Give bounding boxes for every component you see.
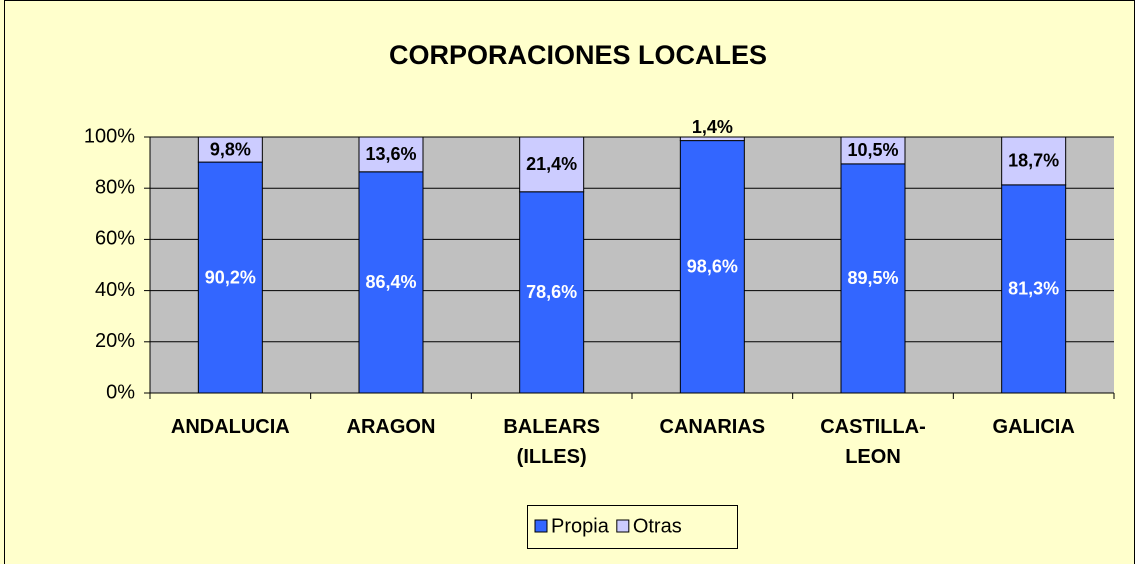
- bar-segment: [358, 136, 424, 173]
- data-label: 1,4%: [692, 117, 733, 137]
- x-tick-label: GALICIA: [992, 416, 1075, 438]
- data-label: 9,8%: [210, 139, 251, 159]
- y-tick-label: 40%: [95, 279, 135, 301]
- x-tick-label: ANDALUCIA: [170, 416, 290, 438]
- y-tick-label: 20%: [95, 330, 135, 352]
- bar-segment: [197, 136, 263, 163]
- legend-label: Propia: [551, 515, 610, 537]
- legend-label: Otras: [633, 515, 682, 537]
- bar-segment: [840, 163, 906, 394]
- data-label: 90,2%: [205, 267, 256, 287]
- bar-segment: [840, 136, 906, 165]
- data-label: 86,4%: [365, 272, 416, 292]
- bar-segment: [519, 191, 585, 394]
- x-tick-label: CASTILLA-LEON: [820, 416, 926, 468]
- plot-area: [150, 137, 1114, 393]
- legend-swatch: [616, 519, 630, 533]
- y-tick-label: 60%: [95, 228, 135, 250]
- legend-swatch: [534, 519, 548, 533]
- data-label: 89,5%: [847, 268, 898, 288]
- chart-title: CORPORACIONES LOCALES: [389, 40, 767, 70]
- data-label: 21,4%: [526, 154, 577, 174]
- y-tick-label: 100%: [84, 125, 135, 147]
- bar-segment: [679, 136, 745, 142]
- x-tick-label: CANARIAS: [659, 416, 766, 438]
- bar-segment: [519, 136, 585, 193]
- data-label: 13,6%: [365, 144, 416, 164]
- x-tick-label: ARAGON: [346, 416, 436, 438]
- bar-segment: [197, 161, 263, 394]
- data-label: 18,7%: [1008, 151, 1059, 171]
- data-label: 78,6%: [526, 282, 577, 302]
- data-label: 10,5%: [847, 140, 898, 160]
- x-tick-label: BALEARS (ILLES): [503, 416, 600, 468]
- bar-segment: [1001, 136, 1067, 186]
- bar-segment: [358, 171, 424, 394]
- y-tick-label: 0%: [106, 381, 135, 403]
- y-tick-label: 80%: [95, 176, 135, 198]
- legend-box: [527, 505, 738, 549]
- data-label: 98,6%: [687, 257, 738, 277]
- data-label: 81,3%: [1008, 279, 1059, 299]
